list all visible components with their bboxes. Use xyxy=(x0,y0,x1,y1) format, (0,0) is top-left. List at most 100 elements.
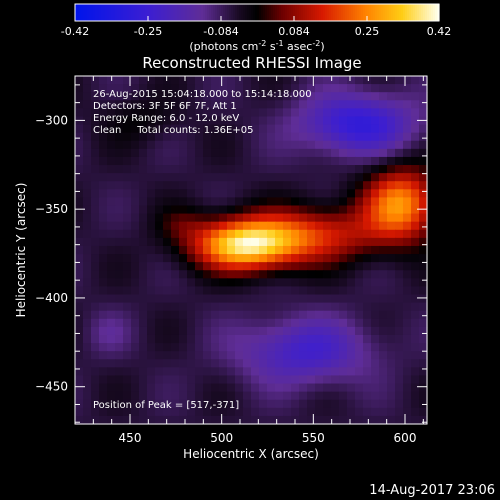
heatmap-cell xyxy=(227,391,236,401)
heatmap-cell xyxy=(283,278,292,288)
heatmap-cell xyxy=(307,343,316,352)
heatmap-cell xyxy=(395,359,404,368)
heatmap-cell xyxy=(331,84,340,93)
heatmap-cell xyxy=(371,132,380,142)
heatmap-cell xyxy=(323,367,332,377)
colorbar-cell xyxy=(185,4,188,21)
heatmap-cell xyxy=(235,351,244,360)
heatmap-cell xyxy=(243,116,252,126)
heatmap-cell xyxy=(395,132,404,142)
colorbar-cell xyxy=(261,4,264,21)
heatmap-cell xyxy=(131,407,140,417)
heatmap-cell xyxy=(163,391,172,401)
colorbar-cell xyxy=(199,4,202,21)
heatmap-cell xyxy=(347,326,356,336)
heatmap-cell xyxy=(259,286,268,296)
heatmap-cell xyxy=(243,278,252,288)
heatmap-cell xyxy=(411,407,420,417)
heatmap-cell xyxy=(179,197,188,207)
colorbar-cell xyxy=(389,4,392,21)
heatmap-cell xyxy=(243,124,252,134)
heatmap-cell xyxy=(211,278,220,288)
colorbar-cell xyxy=(175,4,178,21)
heatmap-cell xyxy=(251,140,260,150)
colorbar-cell xyxy=(371,4,374,21)
heatmap-cell xyxy=(315,140,324,150)
heatmap-cell xyxy=(347,310,356,320)
heatmap-cell xyxy=(83,165,92,174)
heatmap-cell xyxy=(275,359,284,368)
heatmap-cell xyxy=(131,383,140,393)
heatmap-cell xyxy=(339,359,348,368)
colorbar-cell xyxy=(331,4,334,21)
heatmap-cell xyxy=(395,165,404,174)
heatmap-cell xyxy=(115,359,124,368)
heatmap-cell xyxy=(323,286,332,296)
colorbar-cell xyxy=(273,4,276,21)
heatmap-cell xyxy=(283,189,292,198)
heatmap-cell xyxy=(267,245,276,255)
heatmap-cell xyxy=(115,278,124,288)
heatmap-cell xyxy=(299,84,308,93)
heatmap-cell xyxy=(259,415,268,425)
heatmap-cell xyxy=(323,254,332,263)
heatmap-cell xyxy=(259,165,268,174)
heatmap-cell xyxy=(371,367,380,377)
heatmap-cell xyxy=(315,148,324,158)
heatmap-cell xyxy=(243,237,252,247)
colorbar-cell xyxy=(205,4,208,21)
heatmap-cell xyxy=(235,391,244,401)
heatmap-cell xyxy=(315,262,324,271)
colorbar-cell xyxy=(295,4,298,21)
heatmap-cell xyxy=(291,302,300,312)
heatmap-cell xyxy=(155,173,164,182)
heatmap-cell xyxy=(395,148,404,158)
heatmap-cell xyxy=(227,318,236,328)
heatmap-cell xyxy=(139,84,148,93)
heatmap-cell xyxy=(339,302,348,312)
colorbar-cell xyxy=(315,4,318,21)
heatmap-cell xyxy=(387,221,396,231)
heatmap-cell xyxy=(219,116,228,126)
heatmap-cell xyxy=(299,229,308,239)
colorbar-cell xyxy=(359,4,362,21)
heatmap-cell xyxy=(219,415,228,425)
heatmap-cell xyxy=(275,383,284,393)
heatmap-cell xyxy=(355,302,364,312)
heatmap-cell xyxy=(227,286,236,296)
heatmap-cell xyxy=(419,245,428,255)
heatmap-cell xyxy=(299,351,308,360)
heatmap-cell xyxy=(339,351,348,360)
heatmap-cell xyxy=(299,213,308,223)
heatmap-cell xyxy=(203,359,212,368)
heatmap-cell xyxy=(211,108,220,118)
heatmap-cell xyxy=(371,173,380,182)
heatmap-cell xyxy=(267,415,276,425)
heatmap-cell xyxy=(395,92,404,101)
heatmap-cell xyxy=(355,205,364,215)
heatmap-cell xyxy=(211,148,220,158)
heatmap-cell xyxy=(283,84,292,93)
heatmap-cell xyxy=(147,148,156,158)
heatmap-cell xyxy=(195,375,204,385)
heatmap-cell xyxy=(283,108,292,118)
heatmap-cell xyxy=(235,197,244,207)
heatmap-cell xyxy=(403,310,412,320)
colorbar-unit-label: (photons cm-2 s-1 asec-2) xyxy=(189,39,324,53)
heatmap-cell xyxy=(283,254,292,263)
heatmap-cell xyxy=(187,286,196,296)
heatmap-cell xyxy=(283,294,292,304)
heatmap-cell xyxy=(379,173,388,182)
x-tick-label: 450 xyxy=(119,431,142,445)
heatmap-cell xyxy=(75,407,84,417)
heatmap-cell xyxy=(395,156,404,166)
heatmap-cell xyxy=(187,367,196,377)
heatmap-cell xyxy=(355,383,364,393)
heatmap-cell xyxy=(251,229,260,239)
heatmap-cell xyxy=(139,351,148,360)
heatmap-cell xyxy=(163,334,172,344)
heatmap-cell xyxy=(379,156,388,166)
heatmap-cell xyxy=(403,359,412,368)
heatmap-cell xyxy=(139,359,148,368)
heatmap-cell xyxy=(243,294,252,304)
